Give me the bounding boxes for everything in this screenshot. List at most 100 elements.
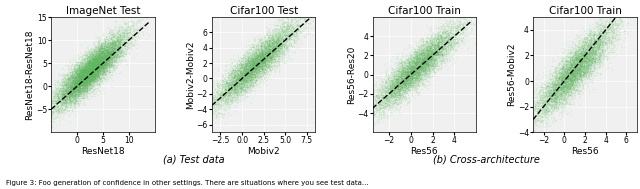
- Point: [222, 81, 232, 84]
- Point: [413, 57, 423, 60]
- Point: [70, 85, 80, 88]
- Point: [267, 58, 277, 61]
- Point: [532, 98, 542, 101]
- Point: [399, 89, 410, 92]
- Point: [246, 70, 257, 74]
- Point: [88, 57, 98, 60]
- Point: [250, 60, 260, 63]
- Point: [49, 94, 59, 98]
- Point: [593, 39, 603, 42]
- Point: [401, 92, 412, 95]
- Point: [67, 89, 77, 92]
- Point: [97, 76, 108, 79]
- Point: [79, 80, 90, 83]
- Point: [419, 64, 429, 67]
- Point: [376, 88, 386, 91]
- Point: [71, 77, 81, 80]
- Point: [121, 45, 131, 48]
- Point: [409, 83, 419, 86]
- Point: [387, 93, 397, 96]
- Point: [438, 53, 449, 57]
- Point: [239, 76, 250, 79]
- Point: [72, 101, 83, 104]
- Point: [591, 40, 602, 43]
- Point: [561, 82, 571, 85]
- Point: [87, 54, 97, 57]
- Point: [570, 47, 580, 50]
- Point: [273, 56, 284, 59]
- Point: [61, 85, 71, 88]
- Point: [410, 49, 420, 52]
- Point: [253, 54, 264, 57]
- Point: [547, 71, 557, 74]
- Point: [222, 86, 232, 89]
- Point: [388, 91, 399, 94]
- Point: [61, 98, 71, 101]
- Point: [412, 62, 422, 65]
- Point: [95, 48, 106, 51]
- Point: [90, 66, 100, 69]
- Point: [541, 98, 552, 101]
- Point: [122, 37, 132, 40]
- Point: [76, 80, 86, 83]
- Point: [234, 63, 244, 66]
- Point: [269, 34, 280, 37]
- Point: [85, 65, 95, 68]
- Point: [110, 41, 120, 44]
- Point: [102, 50, 113, 53]
- Point: [231, 81, 241, 84]
- Point: [70, 85, 80, 88]
- Point: [122, 26, 132, 29]
- Point: [94, 52, 104, 55]
- Point: [264, 51, 274, 54]
- Point: [63, 77, 73, 80]
- Point: [413, 44, 423, 47]
- Point: [248, 83, 258, 86]
- Point: [412, 84, 422, 87]
- Point: [102, 59, 113, 62]
- Point: [257, 42, 267, 45]
- Point: [81, 96, 91, 99]
- Point: [236, 81, 246, 84]
- Point: [534, 92, 544, 95]
- Point: [408, 68, 419, 71]
- Point: [267, 43, 277, 46]
- Point: [582, 53, 592, 56]
- Point: [92, 67, 102, 70]
- Point: [77, 76, 88, 79]
- Point: [408, 62, 419, 65]
- Point: [66, 80, 76, 83]
- Point: [266, 37, 276, 40]
- Point: [93, 70, 103, 73]
- Point: [460, 20, 470, 23]
- Point: [261, 40, 271, 43]
- Point: [93, 55, 103, 58]
- Point: [384, 91, 394, 94]
- Point: [101, 37, 111, 40]
- Point: [394, 66, 404, 69]
- Point: [442, 59, 452, 62]
- Point: [73, 93, 83, 96]
- Point: [122, 40, 132, 43]
- Point: [289, 45, 299, 48]
- Point: [286, 33, 296, 36]
- Point: [224, 81, 234, 84]
- Point: [88, 75, 98, 78]
- Point: [244, 57, 255, 60]
- Point: [538, 108, 548, 111]
- Point: [387, 75, 397, 78]
- Point: [220, 96, 230, 99]
- Point: [403, 65, 413, 68]
- Point: [433, 41, 444, 44]
- Point: [623, 31, 634, 34]
- Point: [77, 79, 88, 82]
- Point: [404, 77, 414, 80]
- Point: [76, 78, 86, 81]
- Point: [60, 101, 70, 105]
- Point: [220, 88, 230, 91]
- Point: [261, 52, 271, 55]
- Point: [381, 80, 392, 83]
- Point: [93, 62, 103, 65]
- Point: [390, 101, 401, 104]
- Point: [218, 88, 228, 91]
